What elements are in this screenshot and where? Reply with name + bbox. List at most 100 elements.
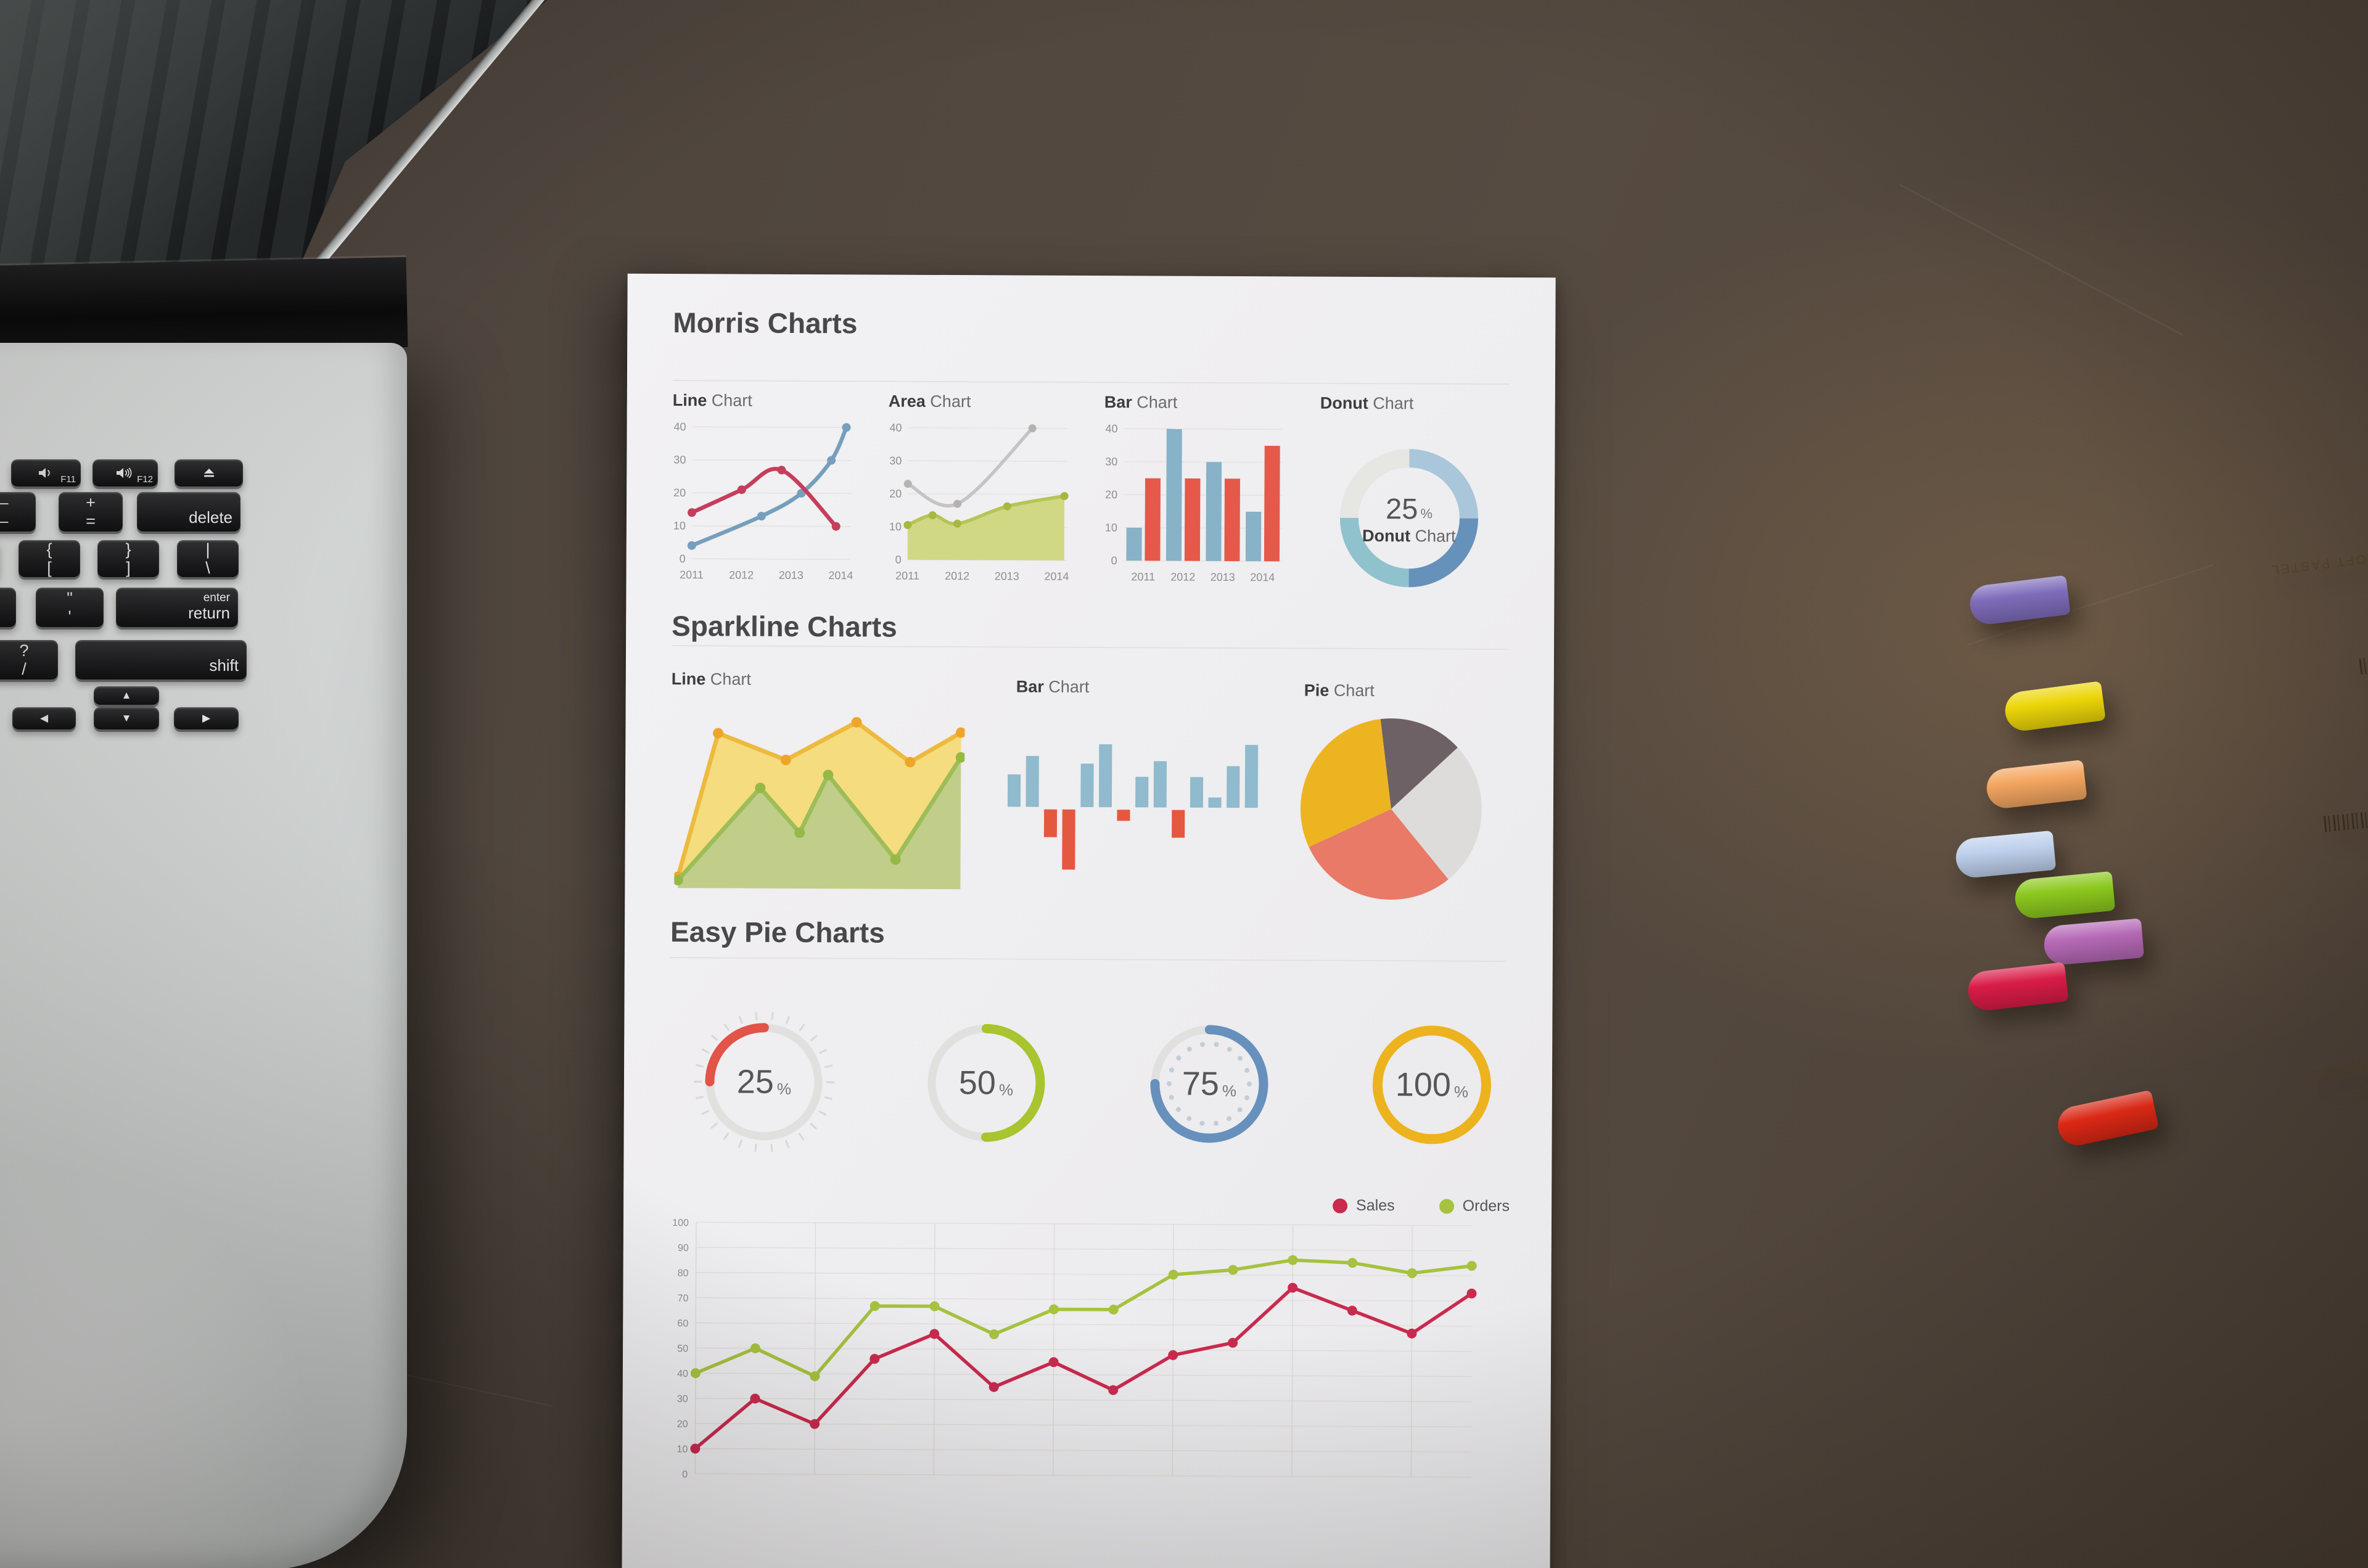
key-label: | <box>205 540 210 559</box>
section-title-easy-pie: Easy Pie Charts <box>670 916 885 949</box>
svg-text:10: 10 <box>889 520 902 533</box>
svg-text:2014: 2014 <box>1044 570 1069 583</box>
key-edge-row4 <box>0 588 16 627</box>
gauge-unit: % <box>1453 1082 1469 1101</box>
svg-text:80: 80 <box>678 1268 689 1279</box>
key-backslash: | \ <box>177 540 239 577</box>
svg-text:10: 10 <box>677 1444 688 1455</box>
svg-text:30: 30 <box>677 1394 688 1405</box>
svg-text:40: 40 <box>674 421 686 433</box>
section-title-sparkline: Sparkline Charts <box>672 610 897 643</box>
gauge-unit: % <box>776 1079 792 1098</box>
svg-text:0: 0 <box>680 552 686 565</box>
legend: Sales Orders <box>1333 1197 1510 1215</box>
chart-label-bold: Area <box>888 392 926 411</box>
svg-text:100: 100 <box>672 1218 689 1228</box>
morris-line-chart: 0 10 20 30 40 2011 2012 2013 2014 <box>673 421 853 581</box>
gauge-100-ring <box>1372 1025 1491 1144</box>
svg-text:20: 20 <box>1105 488 1117 501</box>
chart-label-bold: Pie <box>1304 681 1330 700</box>
key-label: / <box>22 660 27 678</box>
gauge-25: 25% <box>689 1008 838 1156</box>
svg-text:2011: 2011 <box>1131 570 1155 583</box>
gauge-50-ring <box>927 1024 1045 1142</box>
svg-text:30: 30 <box>889 454 902 467</box>
arrow-glyph: ▲ <box>121 689 132 701</box>
key-f12: F12 <box>92 459 158 486</box>
key-label: – <box>0 493 36 511</box>
legend-dot-sales <box>1333 1198 1348 1213</box>
section-rule <box>670 957 1507 962</box>
chart-label-bold: Line <box>671 670 706 689</box>
key-label: { <box>46 540 52 559</box>
chart-label-rest: Chart <box>711 391 752 410</box>
key-label: = <box>86 512 96 530</box>
svg-text:30: 30 <box>1105 456 1117 468</box>
key-bracket-right: }] <box>97 540 159 577</box>
key-arrow-down: ▼ <box>94 707 159 729</box>
chart-label-rest: Chart <box>710 670 751 689</box>
key-arrow-up: ▲ <box>94 686 159 705</box>
key-eject <box>175 459 243 486</box>
key-label: – <box>0 512 36 530</box>
key-arrow-right: ▶ <box>174 707 239 729</box>
legend-item-sales: Sales <box>1333 1197 1395 1215</box>
legend-item-orders: Orders <box>1439 1197 1510 1215</box>
sparkline-area-chart <box>674 716 965 890</box>
key-label: return <box>188 604 230 622</box>
svg-text:20: 20 <box>673 486 686 499</box>
svg-text:2013: 2013 <box>995 570 1019 582</box>
legend-label-sales: Sales <box>1356 1196 1395 1215</box>
svg-text:2012: 2012 <box>729 569 754 581</box>
key-return: enter return <box>116 588 238 627</box>
svg-text:70: 70 <box>678 1293 689 1303</box>
chart-label-line: Line Chart <box>673 391 752 411</box>
svg-text:0: 0 <box>895 554 902 566</box>
legend-label-orders: Orders <box>1462 1197 1510 1215</box>
key-bracket-left: {[ <box>18 540 80 577</box>
gauge-value: 100 <box>1395 1066 1452 1104</box>
charts-paper: Morris Charts Line Chart Area Chart Bar … <box>622 273 1556 1568</box>
key-question: ? / <box>0 640 58 679</box>
pencil-barcode <box>2323 801 2368 832</box>
chart-label-area: Area Chart <box>889 392 971 412</box>
legend-dot-orders <box>1439 1198 1454 1214</box>
svg-text:2014: 2014 <box>828 569 853 581</box>
gauge-75-ring <box>1150 1025 1268 1143</box>
key-label: F12 <box>137 474 153 485</box>
svg-text:2011: 2011 <box>680 569 704 581</box>
svg-text:40: 40 <box>890 422 902 434</box>
gauge-100: 100% <box>1357 1011 1506 1159</box>
gauge-100-label: 100% <box>1357 1011 1506 1159</box>
gauge-unit: % <box>998 1080 1014 1099</box>
key-label: " <box>67 588 73 607</box>
section-title-morris: Morris Charts <box>673 306 858 340</box>
eject-icon <box>204 469 214 477</box>
chart-label-rest: Chart <box>930 392 971 411</box>
key-label: } <box>125 540 131 559</box>
svg-text:60: 60 <box>677 1318 688 1329</box>
key-label: + <box>86 493 96 512</box>
svg-text:10: 10 <box>1105 522 1117 534</box>
svg-text:90: 90 <box>678 1243 689 1254</box>
key-shift: shift <box>75 640 247 679</box>
key-arrow-left: ◀ <box>12 707 76 729</box>
svg-text:30: 30 <box>673 454 686 466</box>
key-label: \ <box>205 559 210 577</box>
key-label: ] <box>126 559 131 577</box>
chart-label-spark-line: Line Chart <box>672 670 751 689</box>
key-plus: + = <box>59 492 123 532</box>
morris-area-chart: 0 10 20 30 40 2011 2012 2013 2014 <box>889 422 1069 583</box>
chart-label-bar: Bar Chart <box>1104 393 1178 413</box>
gauge-value: 50 <box>958 1064 997 1102</box>
key-label: F11 <box>60 474 76 485</box>
morris-bar-chart: 0 10 20 30 40 2011 2012 2013 2014 <box>1105 422 1283 583</box>
gauge-50-label: 50% <box>911 1009 1060 1157</box>
svg-text:20: 20 <box>677 1419 688 1429</box>
gauge-unit: % <box>1222 1081 1237 1100</box>
svg-text:0: 0 <box>1111 554 1117 567</box>
svg-text:20: 20 <box>889 488 902 500</box>
chart-label-spark-bar: Bar Chart <box>1016 677 1090 697</box>
pencil-print: SOFT PASTEL <box>2269 550 2368 578</box>
